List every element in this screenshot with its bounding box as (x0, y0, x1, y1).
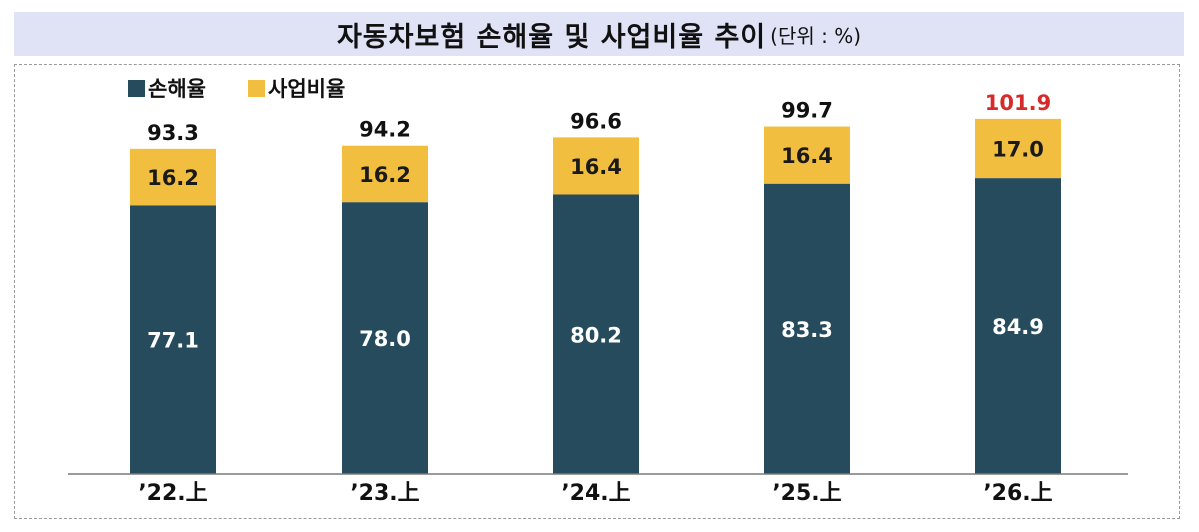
chart-title-bar: 자동차보험 손해율 및 사업비율 추이 (단위 : %) (14, 12, 1184, 56)
bar-expense-ratio-2 (553, 137, 639, 195)
legend-label-0: 손해율 (148, 77, 206, 101)
bar-expense-ratio-4 (975, 118, 1061, 179)
x-tick-label-3: ’25.上 (772, 481, 841, 506)
data-label-loss-ratio-3: 83.3 (781, 318, 833, 342)
chart-frame (14, 64, 1180, 519)
bar-loss-ratio-0 (130, 205, 216, 474)
total-label-1: 94.2 (359, 118, 411, 142)
data-label-expense-ratio-1: 16.2 (359, 163, 411, 187)
data-label-expense-ratio-3: 16.4 (781, 144, 833, 168)
bar-expense-ratio-1 (342, 145, 428, 203)
total-label-0: 93.3 (147, 121, 199, 145)
x-tick-label-2: ’24.上 (561, 481, 630, 506)
legend-swatch-1 (248, 80, 265, 97)
data-label-loss-ratio-0: 77.1 (147, 329, 199, 353)
legend-swatch-0 (128, 80, 145, 97)
x-tick-label-0: ’22.上 (138, 481, 207, 506)
data-label-expense-ratio-4: 17.0 (992, 138, 1044, 162)
bar-loss-ratio-2 (553, 194, 639, 475)
legend-label-1: 사업비율 (268, 77, 345, 101)
total-label-4: 101.9 (985, 91, 1051, 115)
data-label-expense-ratio-0: 16.2 (147, 166, 199, 190)
bar-loss-ratio-1 (342, 202, 428, 475)
chart-unit: (단위 : %) (770, 23, 862, 48)
x-tick-label-1: ’23.上 (350, 481, 419, 506)
x-tick-label-4: ’26.上 (983, 481, 1052, 506)
data-label-loss-ratio-1: 78.0 (359, 327, 411, 351)
data-label-loss-ratio-2: 80.2 (570, 323, 622, 347)
data-label-expense-ratio-2: 16.4 (570, 155, 622, 179)
bar-loss-ratio-4 (975, 178, 1061, 474)
bar-loss-ratio-3 (764, 183, 850, 474)
total-label-2: 96.6 (570, 109, 622, 133)
bar-expense-ratio-0 (130, 148, 216, 206)
bar-expense-ratio-3 (764, 126, 850, 184)
data-label-loss-ratio-4: 84.9 (992, 315, 1044, 339)
total-label-3: 99.7 (781, 99, 833, 123)
chart-title: 자동차보험 손해율 및 사업비율 추이 (336, 21, 767, 53)
